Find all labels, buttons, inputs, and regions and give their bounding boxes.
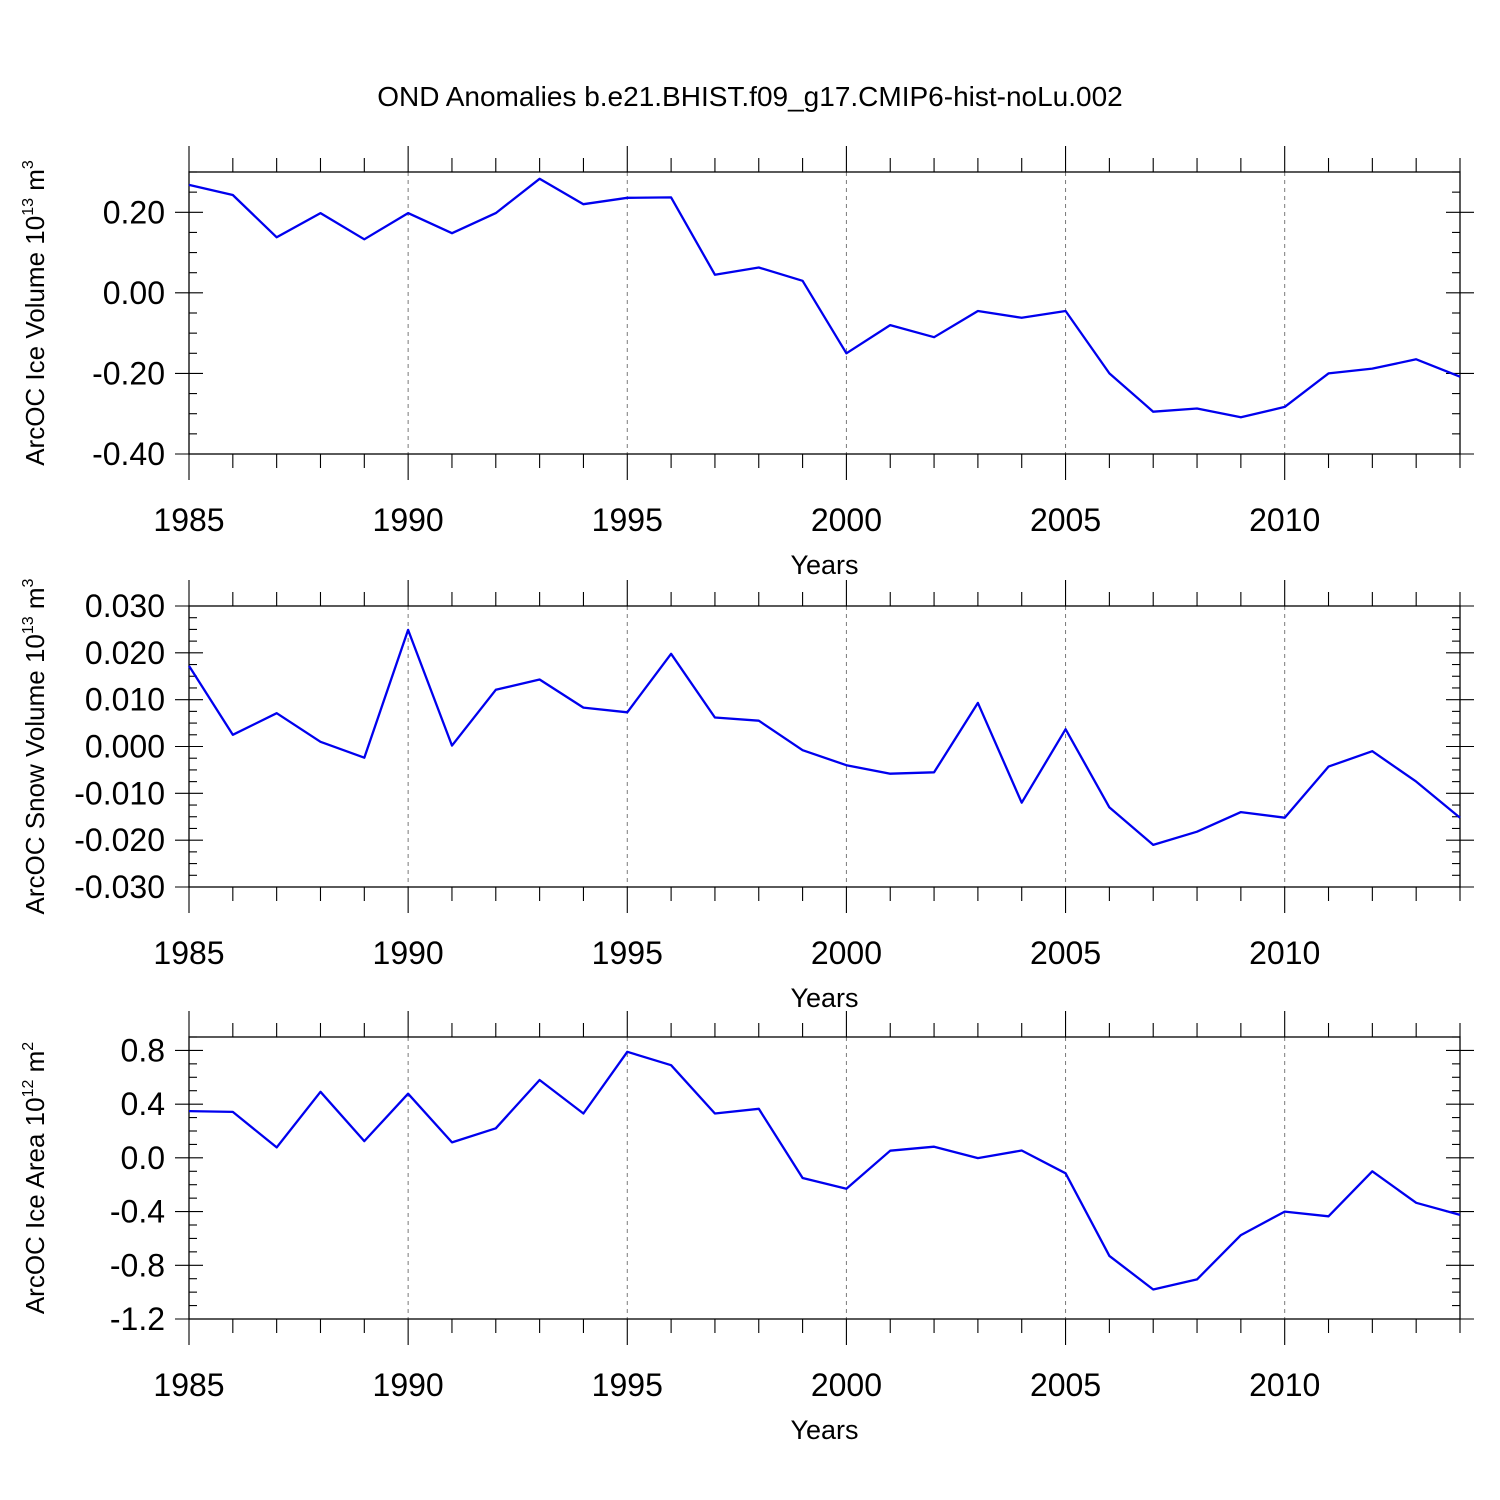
x-tick-label: 2000: [811, 1367, 882, 1403]
y-axis-label-unit: m: [20, 587, 50, 616]
series-line-snow-volume: [188, 628, 1461, 847]
y-tick-label: 0.020: [85, 635, 165, 671]
y-tick-label: 0.8: [121, 1032, 165, 1068]
y-axis-label-exponent: 13: [20, 616, 37, 634]
x-tick-label: 1995: [592, 935, 663, 971]
y-tick-label: -0.030: [74, 869, 165, 905]
y-tick-label: 0.00: [103, 275, 165, 311]
x-tick-label: 2005: [1030, 935, 1101, 971]
panel-snow-volume: 1985 1990 1995 2000 2005 2010 Years -0.030 -0.02…: [20, 578, 1474, 1013]
x-tick-label: 2005: [1030, 502, 1101, 538]
y-axis-label-unit-exponent: 3: [20, 578, 37, 587]
y-axis-label-unit: m: [20, 169, 50, 198]
x-tick-label: 1985: [153, 502, 224, 538]
x-tick-label: 1985: [153, 935, 224, 971]
y-axis-label-unit-exponent: 2: [20, 1042, 37, 1051]
x-tick-label: 1990: [373, 1367, 444, 1403]
y-tick-label: -0.4: [110, 1194, 165, 1230]
x-tick-label: 1990: [373, 502, 444, 538]
series-line-ice-volume: [188, 177, 1461, 419]
y-axis-label-exponent: 13: [20, 198, 37, 216]
y-tick-label: -0.020: [74, 822, 165, 858]
x-axis-label: Years: [790, 550, 858, 580]
x-tick-label: 1990: [373, 935, 444, 971]
y-axis-label: ArcOC Ice Area 1012 m2: [20, 1042, 50, 1314]
x-axis-label: Years: [790, 983, 858, 1013]
x-tick-label: 1995: [592, 502, 663, 538]
y-tick-label: -0.20: [92, 355, 165, 391]
x-tick-label: 2000: [811, 502, 882, 538]
panel-ice-volume: 1985 1990 1995 2000 2005 2010 Years -0.40 -0.20 0…: [20, 146, 1474, 580]
y-tick-label: 0.030: [85, 588, 165, 624]
x-tick-label: 2005: [1030, 1367, 1101, 1403]
x-tick-label: 2010: [1249, 502, 1320, 538]
y-axis-label: ArcOC Snow Volume 1013 m3: [20, 578, 50, 914]
y-tick-label: 0.010: [85, 682, 165, 718]
y-tick-label: -0.40: [92, 436, 165, 472]
y-tick-label: -0.8: [110, 1247, 165, 1283]
y-tick-label: -0.010: [74, 775, 165, 811]
x-axis-label: Years: [790, 1415, 858, 1445]
x-tick-label: 2000: [811, 935, 882, 971]
y-axis-label-text: ArcOC Ice Volume 10: [20, 216, 50, 466]
series-line-ice-area: [188, 1050, 1461, 1291]
y-tick-label: 0.000: [85, 729, 165, 765]
x-tick-label: 2010: [1249, 1367, 1320, 1403]
y-axis-label-exponent: 12: [20, 1080, 37, 1098]
plot-frame: [188, 1036, 1461, 1320]
y-axis-label-text: ArcOC Snow Volume 10: [20, 634, 50, 914]
chart-title: OND Anomalies b.e21.BHIST.f09_g17.CMIP6-…: [377, 81, 1123, 112]
y-tick-label: 0.0: [121, 1140, 165, 1176]
y-axis-label-unit: m: [20, 1051, 50, 1080]
x-tick-label: 1995: [592, 1367, 663, 1403]
y-tick-label: 0.4: [121, 1086, 165, 1122]
x-tick-label: 2010: [1249, 935, 1320, 971]
y-axis-label-text: ArcOC Ice Area 10: [20, 1097, 50, 1314]
y-tick-label: 0.20: [103, 194, 165, 230]
y-tick-label: -1.2: [110, 1301, 165, 1337]
x-tick-label: 1985: [153, 1367, 224, 1403]
y-axis-label: ArcOC Ice Volume 1013 m3: [20, 160, 50, 466]
panel-ice-area: 1985 1990 1995 2000 2005 2010 Years -1.2 -0.8 -0.…: [20, 1011, 1474, 1445]
y-axis-label-unit-exponent: 3: [20, 160, 37, 169]
